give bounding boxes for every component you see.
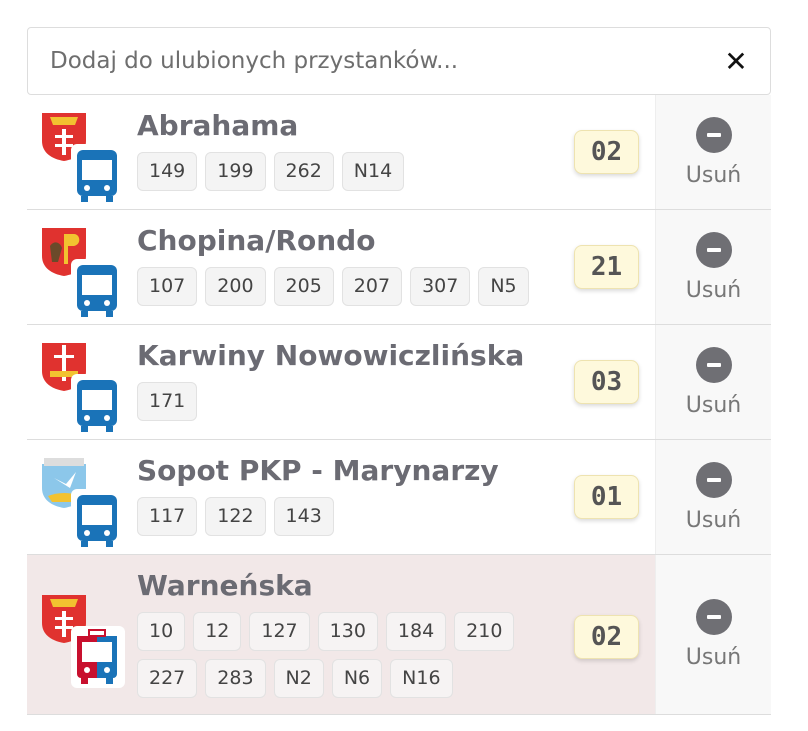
line-badge[interactable]: 227 bbox=[137, 659, 198, 698]
remove-label: Usuń bbox=[685, 277, 742, 303]
line-badge[interactable]: 171 bbox=[137, 382, 198, 421]
line-badge[interactable]: 205 bbox=[273, 267, 334, 306]
line-badge[interactable]: 199 bbox=[205, 152, 266, 191]
remove-button[interactable]: Usuń bbox=[655, 210, 771, 324]
favorite-stops-list: Abrahama 149 199 262 N14 02 Usuń Chopina/Ro… bbox=[27, 95, 771, 715]
stop-name: Chopina/Rondo bbox=[137, 224, 376, 257]
line-badge[interactable]: 283 bbox=[205, 659, 266, 698]
remove-button[interactable]: Usuń bbox=[655, 555, 771, 714]
remove-label: Usuń bbox=[685, 645, 742, 670]
stop-row[interactable]: Warneńska 10 12 127 130 184 210 227 283 N2 N6 N16 … bbox=[27, 555, 771, 715]
line-badge[interactable]: 207 bbox=[341, 267, 403, 306]
remove-label: Usuń bbox=[685, 507, 742, 533]
stop-info: Sopot PKP - Marynarzy 117 122 143 01 bbox=[27, 440, 655, 554]
stop-icons bbox=[40, 226, 125, 321]
line-badge[interactable]: 307 bbox=[410, 267, 471, 306]
remove-button[interactable]: Usuń bbox=[655, 440, 771, 554]
stop-name: Warneńska bbox=[137, 569, 313, 602]
line-badge[interactable]: N6 bbox=[331, 659, 383, 698]
remove-label: Usuń bbox=[685, 392, 742, 418]
line-badge[interactable]: 184 bbox=[385, 612, 447, 651]
line-list: 149 199 262 N14 bbox=[137, 152, 557, 191]
line-badge[interactable]: 200 bbox=[205, 267, 266, 306]
line-badge[interactable]: N16 bbox=[390, 659, 453, 698]
stop-code-badge: 02 bbox=[574, 615, 639, 659]
stop-code-badge: 21 bbox=[574, 245, 639, 289]
line-list: 171 bbox=[137, 382, 557, 421]
stop-code-badge: 03 bbox=[574, 360, 639, 404]
stop-info: Chopina/Rondo 107 200 205 207 307 N5 21 bbox=[27, 210, 655, 324]
search-input[interactable] bbox=[28, 28, 702, 94]
line-badge[interactable]: 143 bbox=[273, 497, 334, 536]
line-list: 107 200 205 207 307 N5 bbox=[137, 267, 557, 306]
line-list: 10 12 127 130 184 210 227 283 N2 N6 N16 bbox=[137, 612, 557, 698]
minus-circle-icon bbox=[695, 231, 732, 268]
remove-label: Usuń bbox=[685, 162, 742, 188]
stop-info: Abrahama 149 199 262 N14 02 bbox=[27, 95, 655, 209]
bus-icon bbox=[70, 144, 126, 210]
stop-info: Karwiny Nowowiczlińska 171 03 bbox=[27, 325, 655, 439]
stop-row[interactable]: Chopina/Rondo 107 200 205 207 307 N5 21 Usuń bbox=[27, 210, 771, 325]
stop-row[interactable]: Abrahama 149 199 262 N14 02 Usuń bbox=[27, 95, 771, 210]
line-badge[interactable]: N14 bbox=[341, 152, 405, 191]
line-badge[interactable]: 210 bbox=[454, 612, 515, 651]
stop-info: Warneńska 10 12 127 130 184 210 227 283 N2 N6 N16 … bbox=[27, 555, 655, 714]
stop-icons bbox=[40, 111, 125, 206]
stop-name: Sopot PKP - Marynarzy bbox=[137, 454, 499, 487]
bus-icon bbox=[70, 374, 126, 440]
minus-circle-icon bbox=[695, 461, 732, 498]
remove-button[interactable]: Usuń bbox=[655, 95, 771, 209]
line-badge[interactable]: 130 bbox=[317, 612, 378, 651]
stop-icons bbox=[40, 456, 125, 551]
remove-button[interactable]: Usuń bbox=[655, 325, 771, 439]
line-badge[interactable]: 122 bbox=[205, 497, 266, 536]
line-badge[interactable]: 127 bbox=[249, 612, 310, 651]
stop-code-badge: 01 bbox=[574, 475, 639, 519]
bus-icon bbox=[70, 489, 126, 555]
bus-tram-icon bbox=[70, 626, 126, 692]
stop-name: Abrahama bbox=[137, 109, 299, 142]
minus-circle-icon bbox=[695, 116, 732, 153]
stop-row[interactable]: Sopot PKP - Marynarzy 117 122 143 01 Usuń bbox=[27, 440, 771, 555]
line-badge[interactable]: 117 bbox=[137, 497, 198, 536]
line-badge[interactable]: 149 bbox=[137, 152, 198, 191]
line-list: 117 122 143 bbox=[137, 497, 557, 536]
stop-row[interactable]: Karwiny Nowowiczlińska 171 03 Usuń bbox=[27, 325, 771, 440]
minus-circle-icon bbox=[695, 346, 732, 383]
search-bar: ✕ bbox=[27, 27, 771, 95]
bus-icon bbox=[70, 259, 126, 325]
minus-circle-icon bbox=[695, 599, 732, 635]
line-badge[interactable]: 107 bbox=[137, 267, 198, 306]
line-badge[interactable]: N5 bbox=[478, 267, 529, 306]
stop-name: Karwiny Nowowiczlińska bbox=[137, 339, 525, 372]
line-badge[interactable]: 10 bbox=[137, 612, 186, 651]
line-badge[interactable]: 12 bbox=[193, 612, 242, 651]
line-badge[interactable]: N2 bbox=[273, 659, 324, 698]
line-badge[interactable]: 262 bbox=[273, 152, 334, 191]
stop-code-badge: 02 bbox=[574, 130, 639, 174]
stop-icons bbox=[40, 341, 125, 436]
close-icon[interactable]: ✕ bbox=[724, 44, 748, 78]
stop-icons bbox=[40, 593, 125, 688]
